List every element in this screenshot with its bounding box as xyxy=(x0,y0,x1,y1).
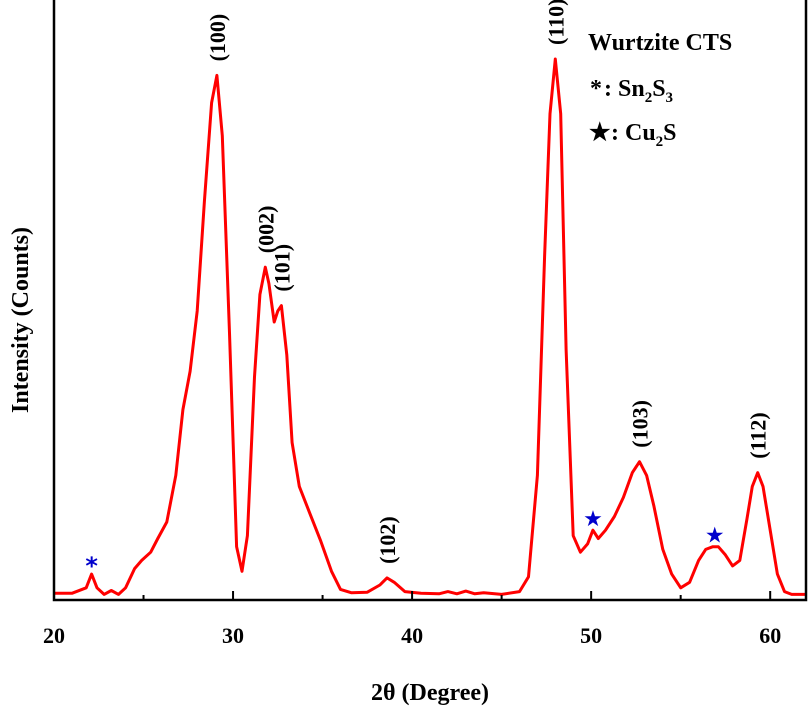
plot-frame xyxy=(52,0,808,602)
peak-label: (101) xyxy=(269,244,294,292)
legend-marker-cu2s: ★ xyxy=(589,120,611,146)
x-tick-label: 50 xyxy=(580,623,602,648)
legend-label-sn2s3-part2: S xyxy=(652,76,665,102)
x-tick-label: 30 xyxy=(222,623,244,648)
y-axis-title: Intensity (Counts) xyxy=(8,227,34,413)
sn2s3-marker: * xyxy=(85,552,98,580)
peak-label: (110) xyxy=(543,0,568,45)
x-axis-title: 2θ (Degree) xyxy=(371,680,489,706)
legend-marker-sn2s3: * xyxy=(590,76,602,102)
x-axis-ticks: 20 30 40 50 60 xyxy=(43,591,781,648)
cu2s-marker: ★ xyxy=(705,524,725,549)
legend-label-sn2s3-sub2: 3 xyxy=(666,90,674,106)
legend-label-sn2s3: : Sn2S3 xyxy=(604,76,673,106)
x-tick-label: 40 xyxy=(401,623,423,648)
peak-labels: (100) (002)(101) (102) (110) (103) (112) xyxy=(205,0,771,564)
x-tick-label: 60 xyxy=(759,623,781,648)
phase-markers: * ★ ★ xyxy=(85,507,724,580)
legend-label-cu2s: : Cu2S xyxy=(611,120,677,150)
peak-label: (102) xyxy=(375,516,400,564)
x-tick-label: 20 xyxy=(43,623,65,648)
legend-label-sn2s3-sub1: 2 xyxy=(645,90,653,106)
xrd-pattern-line xyxy=(54,57,806,596)
cu2s-marker: ★ xyxy=(583,507,603,532)
legend-label-cu2s-part1: : Cu xyxy=(611,120,656,146)
legend-label-cu2s-sub1: 2 xyxy=(656,134,664,150)
legend-label-cu2s-part2: S xyxy=(663,120,676,146)
legend-title: Wurtzite CTS xyxy=(588,30,732,56)
legend-label-sn2s3-part1: : Sn xyxy=(604,76,645,102)
legend: Wurtzite CTS * : Sn2S3 ★ : Cu2S xyxy=(588,30,732,150)
peak-label: (112) xyxy=(746,412,771,458)
peak-label: (002) xyxy=(253,206,278,254)
peak-label: (103) xyxy=(628,400,653,448)
peak-label: (100) xyxy=(205,14,230,62)
